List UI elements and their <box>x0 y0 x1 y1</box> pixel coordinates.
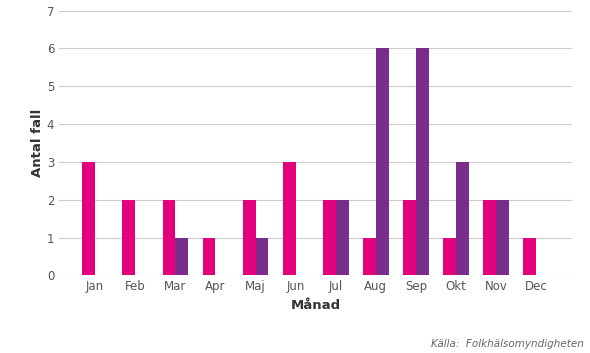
Bar <box>336 200 349 275</box>
Bar <box>403 200 416 275</box>
Bar <box>202 238 215 275</box>
Bar <box>363 238 376 275</box>
Bar <box>175 238 188 275</box>
Y-axis label: Antal fall: Antal fall <box>31 109 44 177</box>
Bar <box>162 200 175 275</box>
Bar <box>283 162 296 275</box>
Bar <box>376 48 389 275</box>
Bar <box>416 48 429 275</box>
X-axis label: Månad: Månad <box>291 299 340 312</box>
Bar <box>323 200 336 275</box>
Text: Källa:  Folkhälsomyndigheten: Källa: Folkhälsomyndigheten <box>431 340 584 349</box>
Bar <box>443 238 456 275</box>
Bar <box>523 238 536 275</box>
Bar <box>83 162 95 275</box>
Bar <box>456 162 469 275</box>
Bar <box>483 200 496 275</box>
Bar <box>496 200 509 275</box>
Bar <box>255 238 268 275</box>
Bar <box>242 200 255 275</box>
Bar <box>122 200 135 275</box>
